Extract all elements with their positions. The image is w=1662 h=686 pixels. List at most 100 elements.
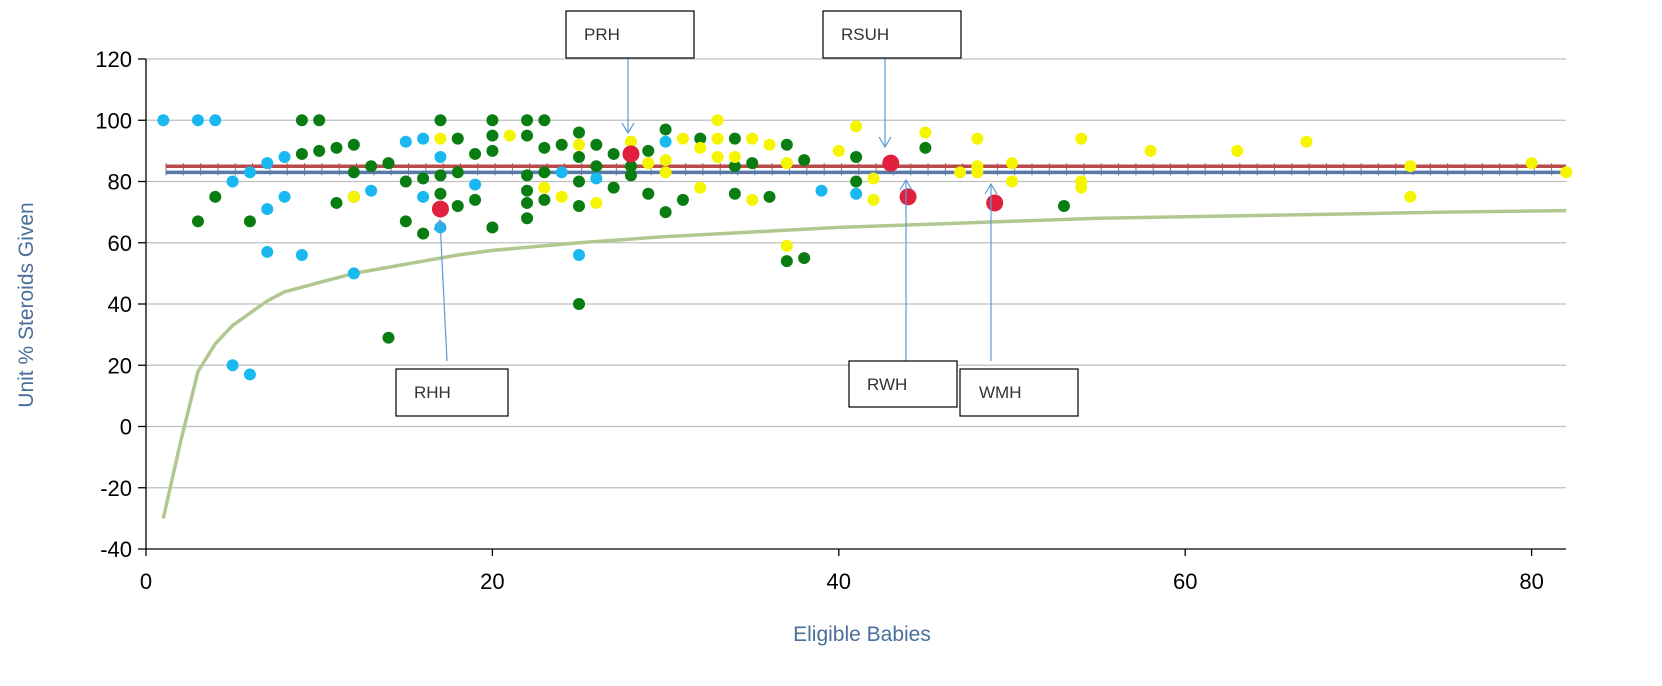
- point-yellow: [1006, 175, 1018, 188]
- point-cyan: [243, 166, 256, 179]
- point-red: [622, 145, 640, 163]
- point-cyan: [555, 166, 568, 179]
- point-yellow: [1404, 160, 1417, 173]
- point-yellow: [728, 151, 741, 163]
- x-axis-title: Eligible Babies: [793, 623, 931, 646]
- point-yellow: [1525, 157, 1538, 170]
- point-green: [780, 255, 793, 268]
- annotation-wmh: WMH: [959, 182, 1079, 417]
- point-yellow: [624, 135, 637, 148]
- annotation-box-rwh: [848, 360, 958, 408]
- point-yellow: [694, 181, 707, 194]
- point-green: [521, 129, 534, 142]
- point-green: [521, 196, 534, 209]
- point-green: [728, 132, 741, 145]
- point-yellow: [1560, 166, 1573, 179]
- y-tick-label--20: -20: [100, 476, 132, 501]
- point-cyan: [347, 267, 360, 280]
- annotation-rhh: RHH: [395, 218, 509, 417]
- point-cyan: [278, 190, 291, 203]
- point-green: [382, 331, 395, 344]
- point-green: [573, 298, 585, 310]
- point-green: [780, 138, 793, 151]
- point-green: [365, 160, 378, 173]
- point-cyan: [469, 178, 482, 191]
- point-yellow: [1006, 157, 1018, 170]
- point-yellow: [850, 120, 863, 133]
- point-green: [486, 221, 499, 234]
- point-green: [191, 215, 204, 228]
- point-cyan: [417, 190, 430, 203]
- point-yellow: [763, 138, 776, 151]
- point-green: [434, 114, 447, 127]
- point-red: [431, 200, 449, 218]
- annotation-rwh: RWH: [848, 178, 958, 408]
- point-green: [521, 169, 534, 182]
- point-green: [451, 132, 464, 145]
- annotation-label-rsuh: RSUH: [841, 25, 889, 44]
- point-green: [382, 157, 395, 170]
- point-yellow: [919, 126, 932, 139]
- point-cyan: [399, 135, 412, 148]
- point-green: [434, 169, 447, 182]
- point-cyan: [226, 175, 239, 188]
- point-green: [521, 184, 534, 197]
- point-cyan: [815, 184, 828, 197]
- reference-lines: [161, 163, 1567, 519]
- point-green: [243, 215, 256, 228]
- point-yellow: [1075, 181, 1088, 194]
- point-green: [295, 147, 308, 160]
- point-green: [728, 160, 741, 173]
- point-green: [399, 175, 412, 188]
- point-green: [417, 172, 430, 185]
- annotation-arrowhead-rhh: [433, 218, 447, 231]
- point-green: [347, 138, 360, 151]
- annotation-box-prh: [565, 10, 695, 59]
- point-green: [469, 193, 482, 206]
- point-yellow: [694, 141, 707, 154]
- y-tick-label-0: 0: [120, 415, 132, 440]
- point-green: [313, 144, 326, 157]
- point-green: [330, 141, 343, 154]
- point-yellow: [780, 157, 793, 170]
- point-green: [850, 151, 863, 163]
- point-cyan: [278, 151, 291, 163]
- annotation-box-rhh: [395, 368, 509, 417]
- point-yellow: [538, 181, 551, 194]
- point-green: [451, 166, 464, 179]
- point-cyan: [243, 368, 256, 381]
- point-green: [642, 187, 655, 200]
- point-cyan: [590, 172, 603, 185]
- point-green: [573, 151, 585, 163]
- point-green: [209, 190, 222, 203]
- point-yellow: [954, 166, 967, 179]
- point-green: [434, 187, 447, 200]
- annotation-label-rwh: RWH: [867, 375, 907, 394]
- point-cyan: [157, 114, 170, 127]
- point-cyan: [573, 249, 585, 261]
- point-green: [295, 114, 308, 127]
- point-yellow: [746, 193, 759, 206]
- point-cyan: [434, 151, 447, 163]
- point-green: [728, 187, 741, 200]
- x-tick-label-0: 0: [140, 569, 152, 594]
- point-green: [1057, 200, 1070, 212]
- data-points: [157, 114, 1573, 381]
- x-tick-label-80: 80: [1519, 569, 1543, 594]
- x-tick-label-60: 60: [1173, 569, 1197, 594]
- point-cyan: [295, 249, 308, 261]
- point-green: [624, 160, 637, 173]
- point-green: [417, 227, 430, 240]
- point-cyan: [365, 184, 378, 197]
- point-green: [590, 160, 603, 173]
- point-yellow: [746, 132, 759, 145]
- point-green: [798, 154, 811, 167]
- y-tick-label-100: 100: [95, 108, 132, 133]
- point-yellow: [867, 172, 880, 185]
- point-yellow: [1300, 135, 1313, 148]
- point-green: [624, 169, 637, 182]
- point-yellow: [1144, 144, 1157, 157]
- point-green: [573, 200, 585, 212]
- y-tick-label-20: 20: [108, 353, 132, 378]
